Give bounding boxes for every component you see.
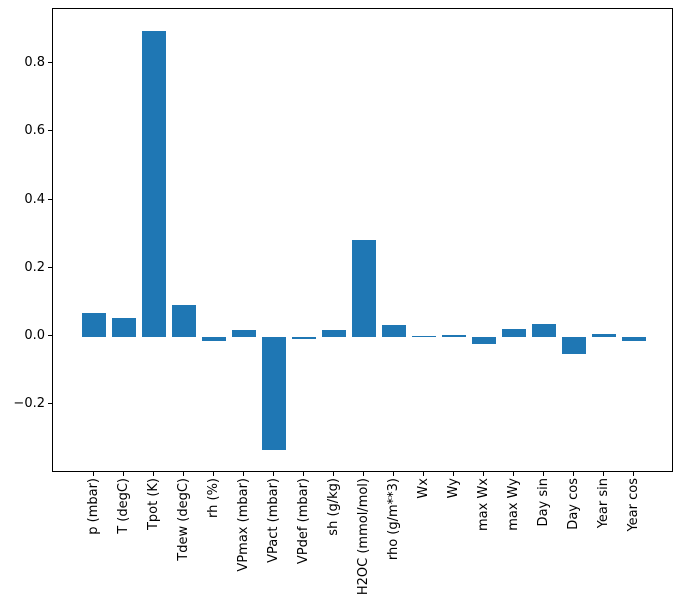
- bar-Tpot (K): [142, 30, 167, 337]
- y-tick: [48, 403, 52, 405]
- x-tick-label: rh (%): [205, 478, 221, 518]
- x-tick-label: VPmax (mbar): [235, 478, 251, 572]
- x-tick: [632, 472, 634, 476]
- x-tick: [362, 472, 364, 476]
- bar-Day sin: [532, 323, 557, 337]
- bar-Year sin: [592, 334, 617, 337]
- x-tick-label: Day cos: [565, 478, 581, 530]
- x-tick-label: Wy: [445, 478, 461, 499]
- x-tick: [512, 472, 514, 476]
- x-tick-label: Wx: [415, 478, 431, 499]
- y-tick-label: 0.2: [24, 259, 45, 275]
- x-tick-label: Year cos: [625, 478, 641, 532]
- x-tick-label: max Wy: [505, 478, 521, 531]
- y-tick: [48, 130, 52, 132]
- x-tick-label: rho (g/m**3): [385, 478, 401, 561]
- bar-rho (g/m**3): [382, 324, 407, 337]
- y-tick: [48, 62, 52, 64]
- x-tick: [92, 472, 94, 476]
- y-tick: [48, 335, 52, 337]
- bar-sh (g/kg): [322, 330, 347, 337]
- bar-max Wy: [502, 329, 527, 337]
- x-tick-label: Tdew (degC): [175, 478, 191, 561]
- x-tick: [212, 472, 214, 476]
- y-tick-label: 0.0: [24, 328, 45, 344]
- x-tick-label: T (degC): [115, 478, 131, 534]
- x-tick: [272, 472, 274, 476]
- x-tick: [422, 472, 424, 476]
- y-tick-label: 0.8: [24, 55, 45, 71]
- x-tick: [542, 472, 544, 476]
- bar-T (degC): [112, 318, 137, 337]
- bar-VPdef (mbar): [292, 336, 317, 339]
- y-tick-label: −0.2: [13, 396, 45, 412]
- x-tick: [602, 472, 604, 476]
- bar-H2OC (mmol/mol): [352, 239, 377, 337]
- x-tick-label: Year sin: [595, 478, 611, 529]
- y-tick: [48, 198, 52, 200]
- bar-rh (%): [202, 336, 227, 342]
- x-tick: [482, 472, 484, 476]
- x-tick-label: VPdef (mbar): [295, 478, 311, 565]
- bar-Wy: [442, 335, 467, 337]
- y-tick: [48, 266, 52, 268]
- x-tick: [152, 472, 154, 476]
- bar-VPmax (mbar): [232, 329, 257, 337]
- x-tick: [332, 472, 334, 476]
- y-tick-label: 0.4: [24, 191, 45, 207]
- bar-p (mbar): [82, 313, 107, 337]
- x-tick-label: max Wx: [475, 478, 491, 532]
- x-tick-label: Day sin: [535, 478, 551, 527]
- x-tick: [122, 472, 124, 476]
- x-tick: [392, 472, 394, 476]
- x-tick-label: sh (g/kg): [325, 478, 341, 536]
- x-tick-label: p (mbar): [85, 478, 101, 535]
- y-tick-label: 0.6: [24, 123, 45, 139]
- x-tick: [242, 472, 244, 476]
- x-tick-label: Tpot (K): [145, 478, 161, 531]
- x-tick-label: VPact (mbar): [265, 478, 281, 563]
- x-tick: [302, 472, 304, 476]
- plot-area: [52, 8, 673, 472]
- bar-max Wx: [472, 336, 497, 344]
- x-tick-label: H2OC (mmol/mol): [355, 478, 371, 596]
- bar-Tdew (degC): [172, 305, 197, 337]
- x-tick: [452, 472, 454, 476]
- x-tick: [182, 472, 184, 476]
- bar-Year cos: [622, 336, 647, 341]
- bar-VPact (mbar): [262, 336, 287, 451]
- x-tick: [572, 472, 574, 476]
- bar-Day cos: [562, 336, 587, 354]
